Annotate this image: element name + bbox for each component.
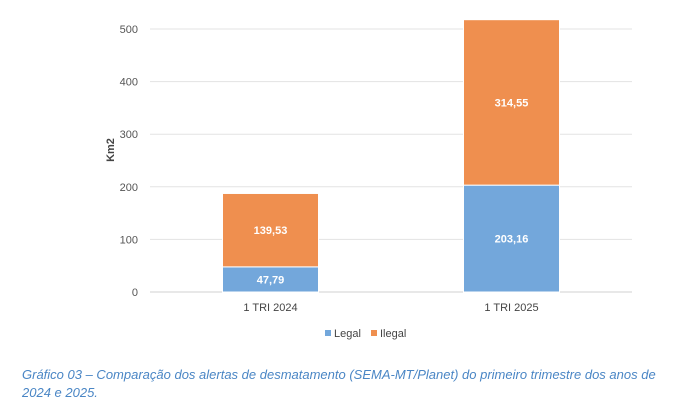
legend-label: Ilegal	[380, 328, 406, 340]
bar-legal	[222, 266, 319, 293]
y-tick-label: 300	[120, 129, 138, 141]
y-axis-label: Km2	[105, 138, 117, 162]
bar-ilegal	[222, 192, 319, 268]
figure-caption: Gráfico 03 – Comparação dos alertas de d…	[22, 367, 656, 400]
data-label: 139,53	[254, 225, 288, 237]
data-label: 47,79	[257, 274, 285, 286]
x-tick-label: 1 TRI 2024	[243, 302, 297, 314]
y-tick-label: 100	[120, 234, 138, 246]
legend-swatch	[325, 330, 331, 336]
data-label: 314,55	[495, 97, 529, 109]
legend-swatch	[371, 330, 377, 336]
data-label: 203,16	[495, 234, 529, 246]
stacked-bar-chart: 0 100 200 300 400 500 Km2 47,79 139,53 1 TRI 2024…	[105, 19, 632, 340]
bar-legal	[463, 184, 560, 293]
bar-ilegal	[463, 19, 560, 186]
y-tick-label: 400	[120, 77, 138, 89]
x-tick-label: 1 TRI 2025	[484, 302, 538, 314]
legend-label: Legal	[334, 328, 361, 340]
y-tick-label: 0	[132, 287, 138, 299]
y-tick-label: 500	[120, 24, 138, 36]
y-tick-label: 200	[120, 182, 138, 194]
